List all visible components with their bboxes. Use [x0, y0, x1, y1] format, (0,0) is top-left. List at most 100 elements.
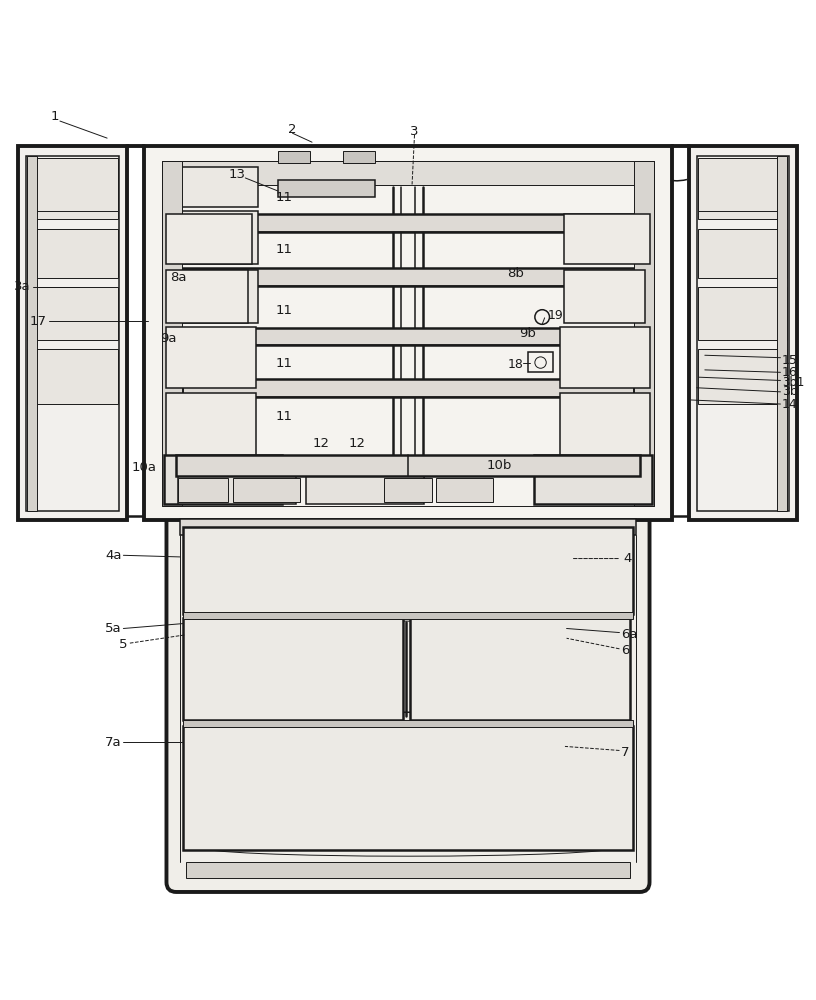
Bar [343, 151, 375, 163]
Text: 5a: 5a [105, 622, 122, 635]
Bar [166, 270, 248, 323]
Bar [634, 161, 654, 506]
Bar [144, 146, 672, 520]
Text: 3: 3 [410, 125, 419, 138]
Text: 19: 19 [548, 309, 564, 322]
Text: 3a: 3a [14, 280, 31, 293]
Bar [166, 214, 252, 264]
Bar [176, 268, 640, 286]
Text: 17: 17 [29, 315, 47, 328]
Bar [633, 270, 641, 284]
Text: 11: 11 [276, 191, 293, 204]
Bar [384, 478, 432, 502]
Bar [28, 158, 118, 211]
Text: 11: 11 [276, 410, 293, 423]
Bar [564, 270, 645, 323]
Text: 5: 5 [119, 638, 127, 651]
Text: 4: 4 [623, 552, 632, 565]
Text: 7a: 7a [105, 736, 122, 749]
Bar [183, 720, 633, 727]
Bar [164, 167, 258, 207]
Bar [437, 478, 494, 502]
Bar [278, 180, 375, 197]
Text: 11: 11 [276, 304, 293, 317]
Bar [162, 161, 654, 506]
Text: 8a: 8a [171, 271, 187, 284]
Bar [278, 151, 310, 163]
Bar [777, 156, 787, 511]
Bar [28, 287, 118, 340]
Bar [633, 329, 641, 344]
Bar [183, 618, 403, 720]
Bar [162, 161, 654, 185]
Text: 2: 2 [288, 123, 297, 136]
Text: 1: 1 [50, 110, 59, 123]
Bar [164, 211, 258, 264]
Text: 3b: 3b [782, 385, 798, 398]
Bar [28, 229, 118, 278]
Bar [176, 455, 640, 476]
Text: 6a: 6a [621, 628, 637, 641]
Text: 7: 7 [621, 746, 630, 759]
Bar [166, 327, 256, 388]
Text: 14: 14 [782, 398, 798, 411]
Bar [28, 179, 118, 219]
Bar [164, 270, 258, 323]
Text: 12: 12 [313, 437, 330, 450]
Bar [689, 146, 796, 520]
Bar [698, 287, 787, 340]
Bar [534, 455, 652, 504]
Bar [180, 519, 636, 535]
Bar [162, 161, 182, 506]
Bar [176, 379, 640, 397]
Bar [28, 349, 118, 404]
Text: 18: 18 [508, 358, 524, 371]
Bar [18, 146, 127, 520]
Bar [697, 156, 788, 511]
Bar [175, 215, 183, 230]
Bar [183, 612, 633, 619]
Text: 4a: 4a [105, 549, 122, 562]
Bar [26, 156, 119, 511]
Bar [166, 393, 256, 459]
Bar [698, 349, 787, 404]
Bar [175, 270, 183, 284]
Bar [698, 179, 787, 219]
Bar [560, 393, 650, 459]
Bar [28, 156, 38, 511]
Text: 15: 15 [782, 354, 798, 367]
Text: 13: 13 [228, 168, 246, 181]
Bar [306, 477, 424, 504]
Bar [698, 158, 787, 211]
Bar [633, 380, 641, 395]
Text: 11: 11 [276, 243, 293, 256]
Bar [164, 455, 282, 504]
Bar [178, 478, 228, 502]
Text: 10a: 10a [131, 461, 156, 474]
Bar [178, 477, 295, 504]
Bar [176, 214, 640, 232]
Bar [186, 862, 630, 878]
Bar [183, 527, 633, 614]
Bar [564, 214, 650, 264]
Text: 6: 6 [621, 644, 629, 657]
Bar [633, 215, 641, 230]
Bar [175, 329, 183, 344]
Bar [176, 328, 640, 345]
Text: 8b: 8b [507, 267, 524, 280]
Text: 9b: 9b [519, 327, 536, 340]
Bar [698, 229, 787, 278]
Bar [183, 726, 633, 850]
Text: 3b1: 3b1 [782, 376, 805, 389]
Text: 10b: 10b [486, 459, 512, 472]
Bar [410, 618, 630, 720]
Bar [175, 380, 183, 395]
Bar [233, 478, 299, 502]
Text: 16: 16 [782, 366, 798, 379]
Bar [560, 327, 650, 388]
Text: 12: 12 [348, 437, 366, 450]
FancyBboxPatch shape [166, 511, 650, 892]
Bar [528, 352, 552, 372]
Text: 11: 11 [276, 357, 293, 370]
Text: 9a: 9a [160, 332, 176, 345]
